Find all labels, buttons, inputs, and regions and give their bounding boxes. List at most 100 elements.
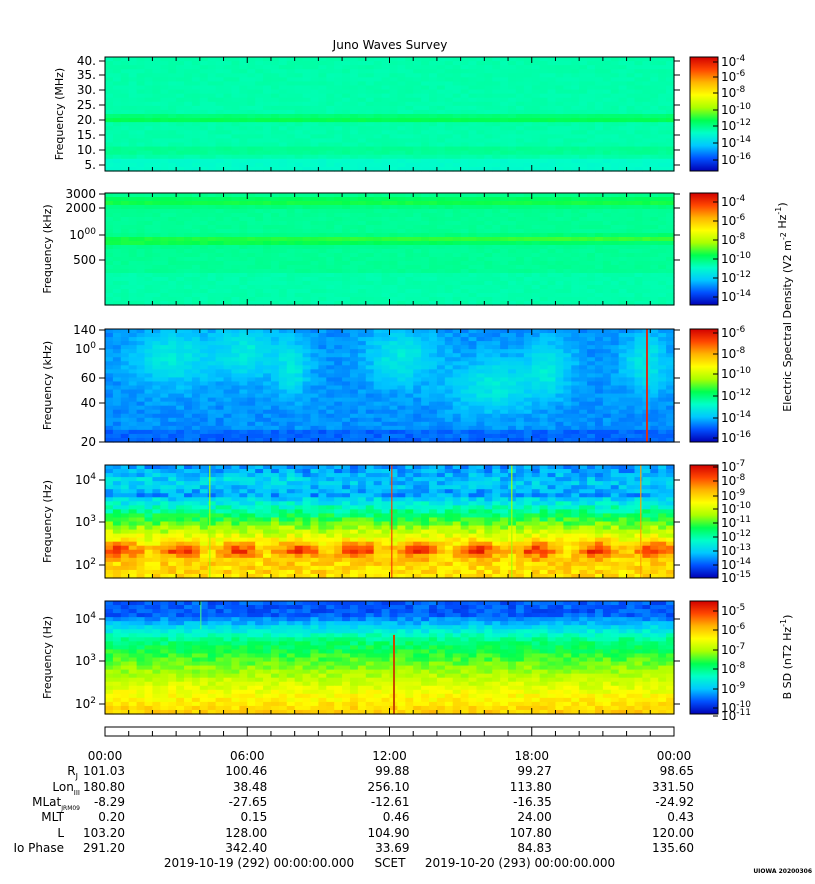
panel-1-ytick-label: 25. <box>77 98 96 112</box>
panel-2-ytick-label: 1000 <box>69 227 96 242</box>
panel-3-colorbar-tick-label: 10-16 <box>721 430 751 445</box>
time-label: 12:00 <box>372 749 407 763</box>
panel-2-ytick-label: 2000 <box>65 201 96 215</box>
panel-5-colorbar-label: B SD (nT2 Hz-1) <box>779 615 794 700</box>
panel-2-colorbar <box>690 193 718 305</box>
ephem-row-label: RJ <box>67 764 78 781</box>
ephem-value: 342.40 <box>225 841 267 855</box>
ephem-value: 331.50 <box>652 780 694 794</box>
processing-stamp: UIOWA 20200306 <box>753 868 812 875</box>
panel-5-colorbar-tick-label: 10-9 <box>721 681 746 696</box>
panel-1-spectrogram <box>105 57 675 172</box>
ephem-value: 107.80 <box>510 826 552 840</box>
panel-4-colorbar-tick-label: 10-7 <box>721 459 745 474</box>
footer-end-time: 2019-10-20 (293) 00:00:00.000 <box>425 856 615 870</box>
ephem-value: 104.90 <box>368 826 410 840</box>
panel-2-colorbar-tick-label: 10-8 <box>721 232 746 247</box>
panel-1-colorbar-tick-label: 10-6 <box>721 69 746 84</box>
panel-1-ylabel: Frequency (MHz) <box>53 68 66 160</box>
panel-2-colorbar-tick-label: 10-14 <box>721 289 751 304</box>
panel-1-colorbar-tick-label: 10-12 <box>721 118 751 133</box>
panel-2-ytick-label: 500 <box>73 253 96 267</box>
ephem-value: 100.46 <box>225 764 267 778</box>
panel-5-spectrogram <box>105 601 675 715</box>
ephem-value: 38.48 <box>233 780 267 794</box>
panel-4-colorbar-tick-label: 10-8 <box>721 473 746 488</box>
ephem-value: 84.83 <box>517 841 551 855</box>
ephem-value: 120.00 <box>652 826 694 840</box>
ephem-value: 101.03 <box>83 764 125 778</box>
ephem-row-label: MLT <box>41 810 64 824</box>
panel-5-colorbar-tick-label: 10-5 <box>721 603 745 618</box>
panel-5-colorbar-tick-label: 10-6 <box>721 622 746 637</box>
panel-4-ytick-label: 102 <box>75 557 96 572</box>
time-label: 00:00 <box>657 749 692 763</box>
ephem-value: 98.65 <box>660 764 694 778</box>
panel-4-colorbar <box>690 465 718 578</box>
panel-2-colorbar-tick-label: 10-12 <box>721 270 751 285</box>
panel-4-colorbar-tick-label: 10-13 <box>721 543 751 558</box>
panel-5-ylabel: Frequency (Hz) <box>41 616 54 699</box>
panel-2-colorbar-tick-label: 10-6 <box>721 213 746 228</box>
ephem-value: 0.15 <box>241 810 268 824</box>
panel-3-colorbar-tick-label: 10-12 <box>721 388 751 403</box>
panel-5-colorbar-tick-label: 10-8 <box>721 661 746 676</box>
ephem-value: -24.92 <box>655 795 694 809</box>
panel-1-colorbar-tick-label: 10-4 <box>721 54 746 69</box>
panel-1-colorbar-tick-label: 10-8 <box>721 85 746 100</box>
ephem-value: 113.80 <box>510 780 552 794</box>
ephem-value: 99.27 <box>517 764 551 778</box>
ephem-value: 33.69 <box>375 841 409 855</box>
ephem-value: 128.00 <box>225 826 267 840</box>
panel-3-ytick-label: 20 <box>81 435 96 449</box>
panel-1-colorbar-tick-label: 10-16 <box>721 152 751 167</box>
panel-2-colorbar-label: Electric Spectral Density (V2 m-2 Hz-1) <box>774 202 794 411</box>
panel-3-colorbar <box>690 329 718 442</box>
ephem-value: 291.20 <box>83 841 125 855</box>
panel-5: 104 103 102 Frequency (Hz) 10-5 10-6 10-7 10-8 1… <box>41 601 794 723</box>
ephem-value: 103.20 <box>83 826 125 840</box>
panel-1-ytick-label: 5. <box>85 158 96 172</box>
panel-3-ytick-label: 40 <box>81 396 96 410</box>
panel-1-colorbar <box>690 57 718 171</box>
panel-4-colorbar-tick-label: 10-11 <box>721 515 751 530</box>
panel-3-ytick-label: 60 <box>81 371 96 385</box>
panel-1-ytick-label: 15. <box>77 128 96 142</box>
panel-2-ylabel: Frequency (kHz) <box>41 204 54 293</box>
ephem-row-label: L <box>57 826 64 840</box>
ephem-value: 135.60 <box>652 841 694 855</box>
panel-4-ylabel: Frequency (Hz) <box>41 480 54 563</box>
ephem-value: -8.29 <box>94 795 125 809</box>
footer-scet-label: SCET <box>375 856 407 870</box>
ephem-value: 99.88 <box>375 764 409 778</box>
panel-4-colorbar-tick-label: 10-10 <box>721 501 751 516</box>
panel-1-colorbar-tick-label: 10-10 <box>721 102 751 117</box>
panel-4-ytick-label: 104 <box>75 472 96 487</box>
panel-5-ytick-label: 103 <box>75 653 96 668</box>
chart-title: Juno Waves Survey <box>332 38 448 52</box>
footer-start-time: 2019-10-19 (292) 00:00:00.000 <box>164 856 354 870</box>
panel-5-colorbar-tick-label: 10-7 <box>721 642 745 657</box>
ephem-value: -27.65 <box>229 795 268 809</box>
panel-1-ytick-label: 30. <box>77 83 96 97</box>
panel-5-colorbar-tick-label: 10-11 <box>721 708 751 723</box>
panel-1-colorbar-tick-label: 10-14 <box>721 135 751 150</box>
panel-5-colorbar <box>690 601 718 714</box>
panel-5-ytick-label: 102 <box>75 696 96 711</box>
panel-3-ylabel: Frequency (kHz) <box>41 341 54 430</box>
panel-3-spectrogram <box>105 329 675 443</box>
time-label: 00:00 <box>88 749 123 763</box>
panel-5-ytick-label: 104 <box>75 611 96 626</box>
panel-3-colorbar-tick-label: 10-6 <box>721 325 746 340</box>
panel-1-ytick-label: 40. <box>77 54 96 68</box>
ephem-value: -12.61 <box>371 795 410 809</box>
panel-3-ytick-label: 140 <box>73 323 96 337</box>
ephem-value: 180.80 <box>83 780 125 794</box>
ephem-value: 0.43 <box>667 810 694 824</box>
ephem-row-label: Io Phase <box>13 841 64 855</box>
time-label: 18:00 <box>514 749 549 763</box>
